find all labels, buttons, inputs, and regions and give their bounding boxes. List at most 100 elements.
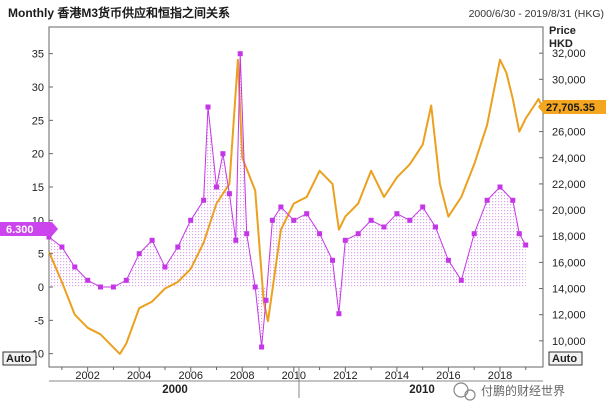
m3-point (471, 231, 477, 237)
m3-point (342, 237, 348, 243)
m3-fill-area (49, 53, 526, 347)
right-axis-title-hkd: HKD (549, 38, 573, 50)
m3-point (355, 231, 361, 237)
watermark: 付鹏的财经世界 (453, 382, 565, 401)
m3-point (330, 257, 335, 263)
right-tick-label: 14,000 (552, 284, 586, 296)
m3-point (510, 197, 516, 203)
m3-point (484, 197, 490, 203)
m3-point (304, 211, 310, 217)
m3-point (269, 217, 275, 223)
left-tick-label: 5 (38, 249, 44, 261)
m3-point (220, 151, 226, 157)
m3-point (85, 277, 91, 283)
hsi-line (48, 58, 544, 355)
right-auto-button[interactable]: Auto (548, 351, 583, 366)
m3-point (458, 277, 464, 283)
x-tick-label: 2006 (178, 370, 202, 382)
m3-point (407, 217, 413, 223)
right-axis: 32,00030,00028,00026,00024,00022,00020,0… (539, 48, 586, 348)
wechat-icon (453, 382, 469, 398)
right-tick-label: 30,000 (552, 74, 586, 86)
hsi-series (48, 58, 544, 355)
m3-point (175, 244, 181, 250)
x-tick-label: 2016 (436, 370, 460, 382)
m3-point (497, 184, 503, 190)
m3-point (214, 184, 219, 190)
m3-point (420, 204, 426, 210)
m3-point (237, 51, 243, 57)
left-tick-label: 30 (32, 82, 44, 94)
left-auto-label: Auto (6, 353, 31, 365)
m3-point (233, 237, 239, 243)
m3-point (244, 231, 250, 237)
m3-last-value: 6.300 (6, 224, 34, 236)
left-auto-button[interactable]: Auto (2, 351, 37, 366)
m3-point (516, 231, 522, 237)
m3-point (72, 264, 78, 270)
right-tick-label: 18,000 (552, 231, 586, 243)
m3-dotted-fill (49, 53, 526, 347)
date-range: 2000/6/30 - 2019/8/31 (HKG) (469, 8, 604, 20)
m3-point (291, 217, 297, 223)
right-tick-label: 22,000 (552, 179, 586, 191)
m3-series (46, 51, 529, 350)
m3-point (205, 104, 211, 110)
x-tick-label: 2008 (230, 370, 254, 382)
m3-point (201, 197, 207, 203)
era-label-2010: 2010 (409, 384, 435, 396)
m3-point (263, 297, 269, 303)
m3-point (46, 234, 52, 240)
m3-last-value-flag: 6.300 (0, 222, 58, 236)
m3-point (368, 217, 374, 223)
m3-point (149, 237, 155, 243)
right-tick-label: 32,000 (552, 48, 586, 60)
right-tick-label: 20,000 (552, 205, 586, 217)
x-tick-label: 2014 (385, 370, 409, 382)
m3-point (445, 257, 451, 263)
m3-point (433, 224, 438, 230)
x-tick-label: 2004 (127, 370, 151, 382)
m3-point (162, 264, 168, 270)
x-tick-label: 2010 (282, 370, 306, 382)
m3-point (278, 204, 284, 210)
right-auto-label: Auto (552, 353, 577, 365)
m3-point (136, 251, 142, 257)
m3-line (48, 53, 527, 348)
x-tick-label: 2018 (488, 370, 512, 382)
right-tick-label: 12,000 (552, 310, 586, 322)
m3-point (110, 284, 116, 290)
left-tick-label: 15 (32, 182, 44, 194)
left-tick-label: 20 (32, 149, 44, 161)
x-tick-label: 2012 (333, 370, 357, 382)
m3-point (336, 311, 342, 317)
m3-point (226, 191, 232, 197)
x-axis: 2002 2004 2006 2008 2010 2012 2014 2016 2018 (61, 367, 527, 382)
left-tick-label: 0 (38, 282, 44, 294)
right-axis-title-price: Price (549, 25, 576, 37)
m3-point (259, 344, 265, 350)
m3-point (252, 284, 258, 290)
m3-point (59, 244, 65, 250)
wechat-icon-small (464, 389, 476, 401)
m3-point (188, 217, 194, 223)
m3-point (394, 211, 400, 217)
left-tick-label: -5 (34, 315, 44, 327)
plot-area (48, 26, 544, 368)
x-tick-label: 2002 (75, 370, 99, 382)
m3-point (317, 231, 323, 237)
chart-title: Monthly 香港M3货币供应和恒指之间关系 (8, 5, 230, 20)
right-tick-label: 26,000 (552, 127, 586, 139)
hsi-last-value: 27,705.35 (546, 102, 595, 114)
m3-point (523, 242, 529, 248)
m3-point (381, 224, 387, 230)
right-tick-label: 10,000 (552, 336, 586, 348)
right-tick-label: 24,000 (552, 153, 586, 165)
m3-point (123, 277, 129, 283)
watermark-text: 付鹏的财经世界 (481, 383, 565, 398)
hsi-last-value-flag: 27,705.35 (538, 100, 606, 114)
left-tick-label: 35 (32, 49, 44, 61)
era-label-2000: 2000 (162, 384, 188, 396)
left-tick-label: 25 (32, 115, 44, 127)
